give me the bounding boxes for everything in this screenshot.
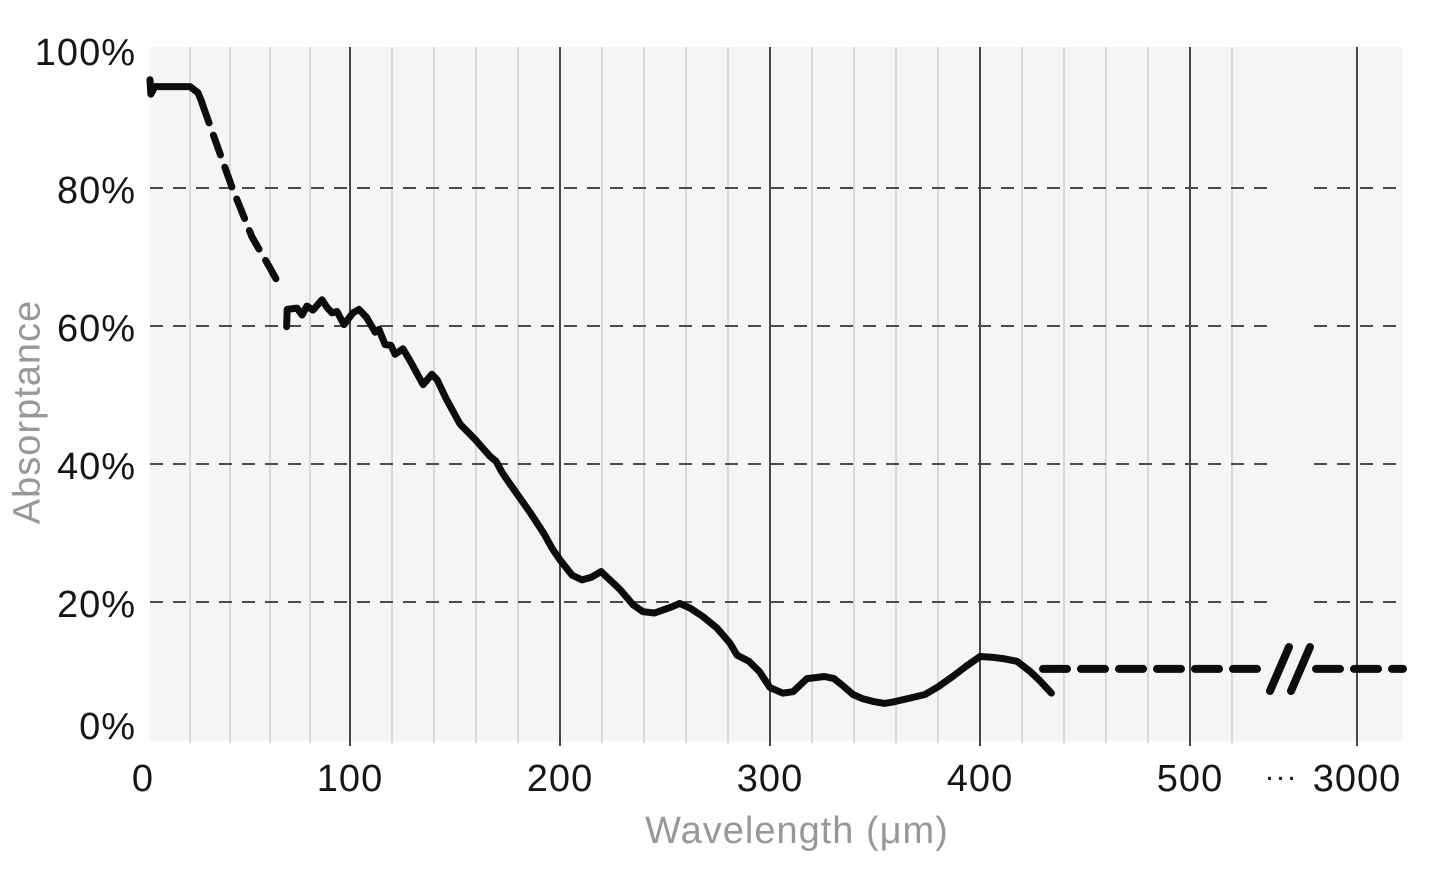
x-tick-label: 100 bbox=[317, 758, 383, 800]
series-interpolated-drop bbox=[198, 99, 285, 292]
plot-background bbox=[150, 47, 1403, 741]
y-tick-label: 20% bbox=[57, 584, 136, 626]
y-axis-title: Absorptance bbox=[6, 299, 49, 525]
y-tick-label: 80% bbox=[57, 170, 136, 212]
y-tick-label: 60% bbox=[57, 308, 136, 350]
series-measured-main bbox=[283, 296, 1055, 707]
y-tick-label: 100% bbox=[35, 32, 136, 74]
x-tick-label: 200 bbox=[527, 758, 593, 800]
y-tick-label: 40% bbox=[57, 446, 136, 488]
x-axis-title: Wavelength (μm) bbox=[645, 810, 949, 852]
y-tick-label: 0% bbox=[79, 706, 136, 748]
x-tick-label: 0 bbox=[132, 758, 154, 800]
series-measured-start bbox=[146, 76, 206, 106]
x-tick-label: 400 bbox=[947, 758, 1013, 800]
x-tick-label: 300 bbox=[737, 758, 803, 800]
x-tick-label: 500 bbox=[1157, 758, 1223, 800]
axis-break-symbol bbox=[1266, 643, 1293, 695]
axis-break-symbol bbox=[1287, 643, 1314, 695]
x-tick-label: ··· bbox=[1265, 761, 1298, 794]
x-tick-label: 3000 bbox=[1313, 758, 1402, 800]
